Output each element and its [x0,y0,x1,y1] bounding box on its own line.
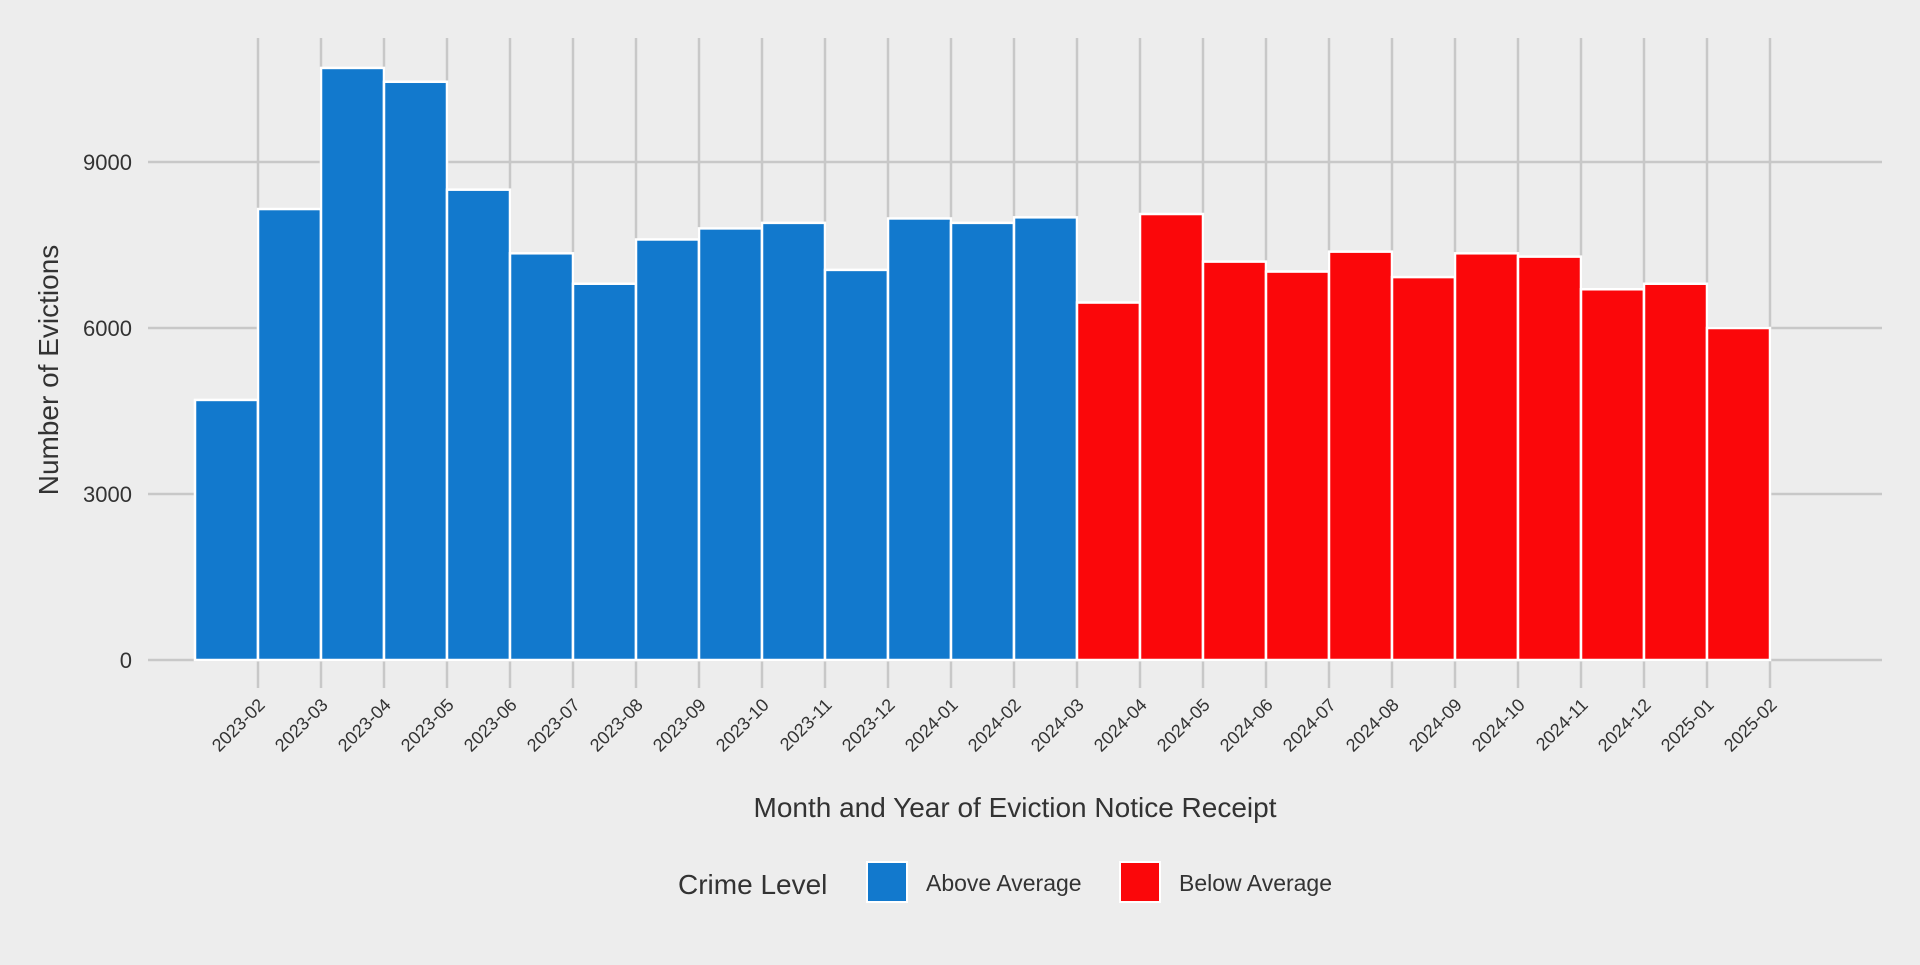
bar-2023-05 [382,80,449,662]
bar-2023-09 [634,238,701,662]
bar-2023-07 [508,252,575,662]
legend-swatch-below-average [1119,861,1161,903]
legend-label-below-average: Below Average [1179,870,1332,896]
x-tick-label: 2024-03 [1027,695,1088,756]
x-tick-label: 2025-02 [1720,695,1781,756]
x-tick-label: 2023-03 [271,695,332,756]
bar-2023-11 [760,221,827,662]
bar-2023-08 [571,282,638,662]
x-tick-label: 2024-11 [1532,695,1592,755]
x-tick-label: 2023-06 [460,695,521,756]
x-tick-label: 2023-11 [776,695,836,755]
bar-2024-10 [1453,252,1520,662]
x-tick-label: 2023-04 [334,695,395,756]
x-tick-label: 2023-10 [712,695,773,756]
x-tick-label: 2024-08 [1342,695,1403,756]
y-tick-label: 0 [120,648,132,673]
bar-2024-02 [949,221,1016,662]
y-tick-label: 9000 [83,150,132,175]
bar-2024-08 [1327,250,1394,662]
bar-layer [193,66,1772,662]
x-tick-label: 2023-12 [838,695,899,756]
bar-2023-10 [697,227,764,662]
legend-label-above-average: Above Average [926,870,1082,896]
x-tick-label: 2023-02 [208,695,269,756]
x-tick-label: 2025-01 [1657,695,1718,756]
x-tick-label: 2023-05 [397,695,458,756]
x-tick-label: 2024-01 [901,695,962,756]
x-tick-label: 2023-08 [586,695,647,756]
bar-2024-05 [1138,212,1205,662]
x-tick-label: 2024-05 [1153,695,1214,756]
bar-2024-06 [1201,260,1268,662]
y-tick-label: 6000 [83,316,132,341]
legend-title: Crime Level [678,869,827,900]
x-tick-label: 2023-09 [649,695,710,756]
x-tick-label: 2023-07 [523,695,584,756]
x-tick-label: 2024-12 [1594,695,1655,756]
x-tick-label: 2024-06 [1216,695,1277,756]
legend-swatch-above-average [866,861,908,903]
bar-2025-02 [1705,326,1772,662]
x-tick-label: 2024-07 [1279,695,1340,756]
x-axis-title: Month and Year of Eviction Notice Receip… [754,792,1277,823]
bar-2024-09 [1390,275,1457,662]
bar-2024-12 [1579,288,1646,662]
bar-2024-04 [1075,301,1142,662]
x-tick-label: 2024-10 [1468,695,1529,756]
x-tick-label: 2024-09 [1405,695,1466,756]
bar-2023-03 [256,207,323,662]
legend: Crime Level Above Average Below Average [678,861,1332,903]
bar-2024-01 [886,217,953,662]
bar-2024-07 [1264,270,1331,662]
bar-2023-06 [445,188,512,662]
y-tick-label: 3000 [83,482,132,507]
x-tick-label: 2024-04 [1090,695,1151,756]
bar-2025-01 [1642,282,1709,662]
y-axis-title: Number of Evictions [33,245,64,496]
bar-2023-02 [193,398,260,662]
x-tick-label: 2024-02 [964,695,1025,756]
bar-2023-12 [823,268,890,662]
bar-2024-03 [1012,216,1079,662]
bar-2024-11 [1516,255,1583,662]
bar-2023-04 [319,66,386,662]
